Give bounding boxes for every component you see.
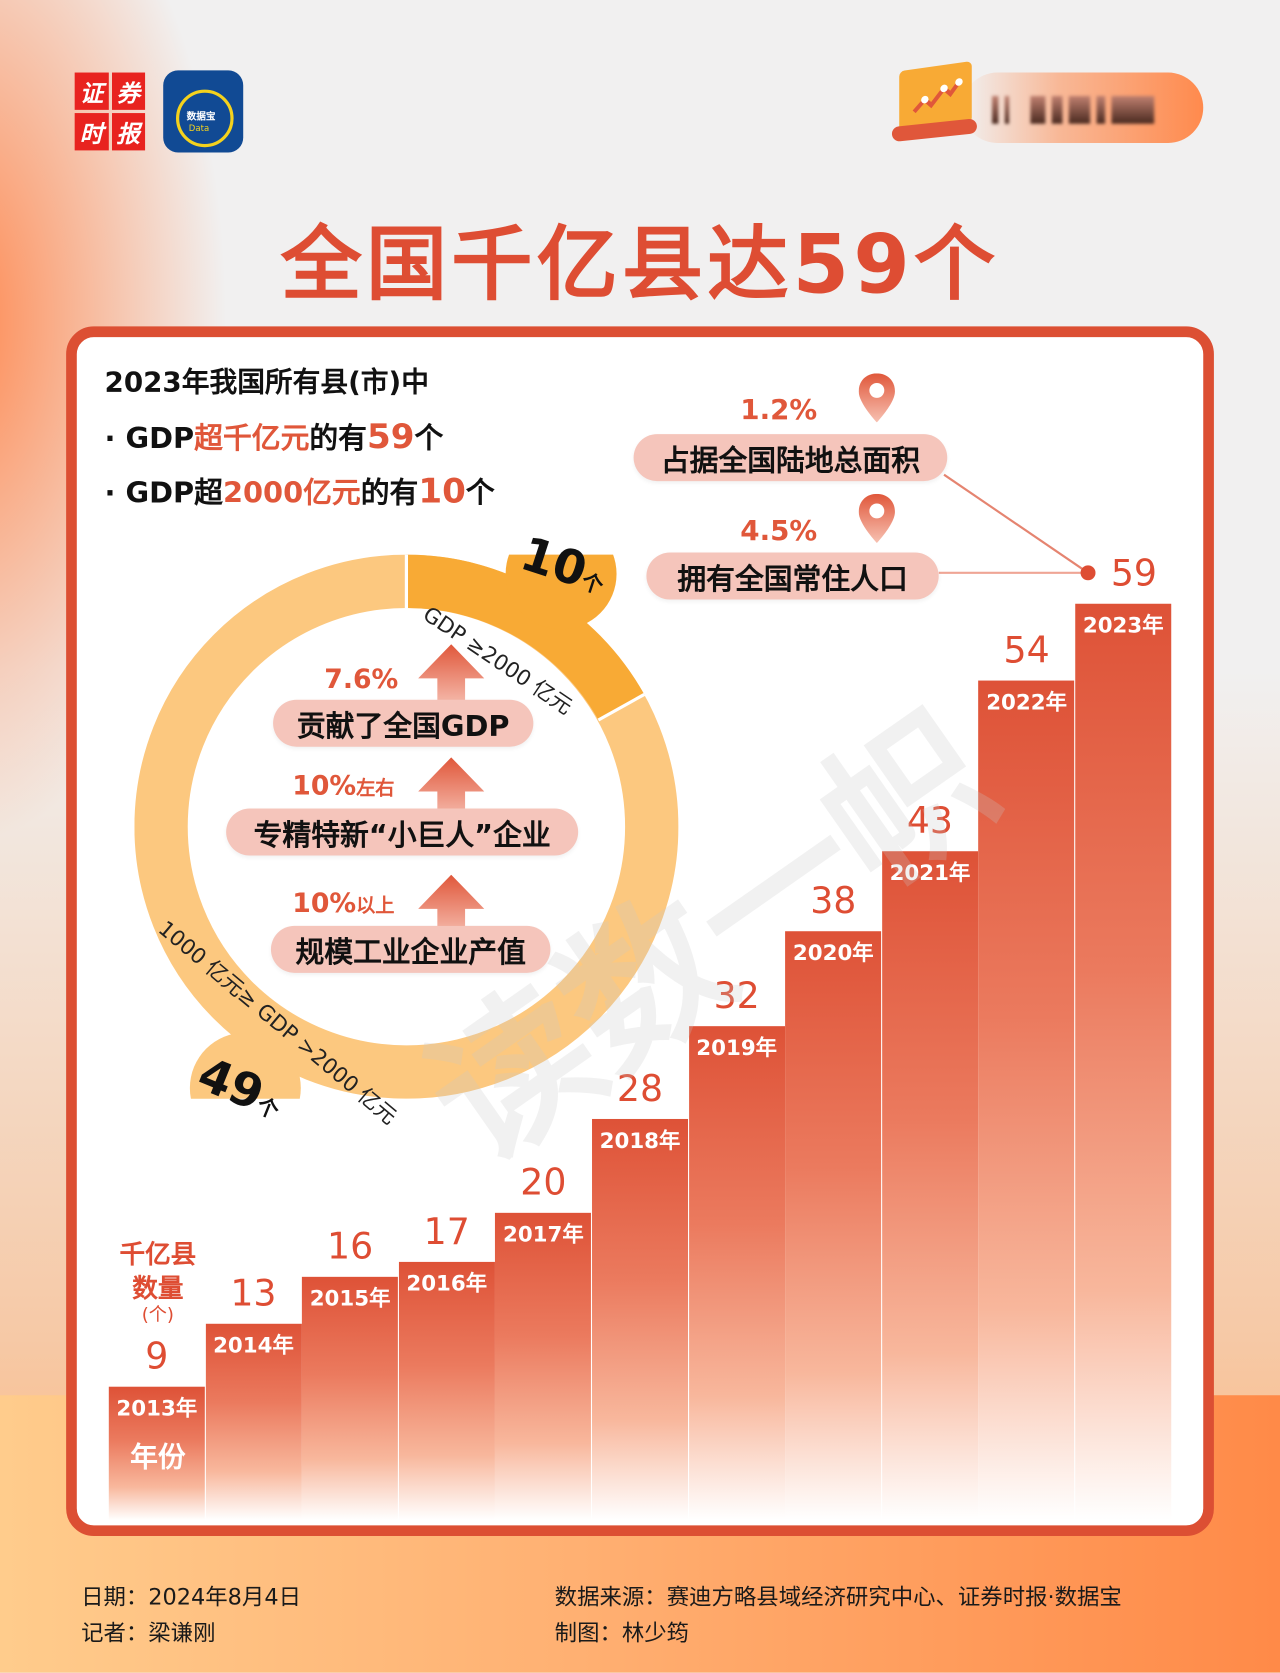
stat-pct-gdp: 7.6% — [324, 663, 399, 695]
bar-year-label: 2013年 — [116, 1395, 198, 1421]
bar-2013年: 2013年 — [108, 1386, 205, 1521]
data-source: 数据来源：赛迪方略县域经济研究中心、证券时报·数据宝 — [554, 1584, 1122, 1610]
donut-segment-large — [406, 554, 645, 721]
bar-value-label: 38 — [810, 880, 857, 923]
intro-heading: 2023年我国所有县(市)中 — [104, 366, 429, 399]
bar-2023年: 2023年 — [1075, 603, 1172, 1521]
bar-value-label: 59 — [1110, 552, 1157, 596]
logo-char: 券 — [111, 72, 146, 110]
bar-2016年: 2016年 — [398, 1261, 495, 1521]
footer-right: 数据来源：赛迪方略县域经济研究中心、证券时报·数据宝 制图：林少筠 — [555, 1579, 1122, 1652]
date: 日期：2024年8月4日 — [81, 1584, 301, 1610]
securities-times-logo: 证 券 时 报 — [74, 72, 146, 151]
bar-value-label: 43 — [906, 800, 954, 843]
bar-year-label: 2022年 — [986, 689, 1067, 715]
location-pin-icon — [858, 373, 895, 423]
bar-2017年: 2017年 — [495, 1212, 592, 1521]
bar-year-label: 2014年 — [213, 1332, 294, 1358]
bar-year-label: 2021年 — [889, 859, 971, 886]
stat-pct-little-giants: 10%左右 — [292, 770, 395, 802]
bar-value-label: 9 — [145, 1335, 169, 1379]
bar-2019年: 2019年 — [688, 1026, 785, 1521]
logo-char: 证 — [74, 72, 109, 110]
bar-year-label: 2020年 — [792, 939, 874, 966]
reporter: 记者：梁谦刚 — [81, 1620, 216, 1646]
bar-value-label: 20 — [520, 1161, 567, 1205]
stat-pct-area: 1.2% — [740, 394, 818, 427]
arrow-up-icon — [418, 757, 485, 835]
bar-year-label: 2019年 — [696, 1034, 778, 1061]
logo-char: 时 — [74, 113, 109, 151]
intro-bullet-2: · GDP超2000亿元的有10个 — [104, 470, 495, 511]
y-axis-label: 千亿县 数量 (个) — [119, 1239, 197, 1326]
bar-2021年: 2021年 — [881, 851, 978, 1521]
bar-value-label: 13 — [230, 1272, 277, 1316]
connector-lines — [938, 473, 1096, 581]
page-title: 全国千亿县达59个 — [280, 216, 1000, 312]
stat-pct-population: 4.5% — [740, 515, 818, 548]
bar-2018年: 2018年 — [592, 1118, 689, 1521]
bar-value-label: 16 — [326, 1225, 374, 1269]
x-axis-label: 年份 — [130, 1442, 186, 1475]
footer-left: 日期：2024年8月4日 记者：梁谦刚 — [81, 1579, 301, 1652]
stat-label-industrial: 规模工业企业产值 — [270, 925, 551, 973]
bar-value-label: 28 — [616, 1067, 664, 1111]
arrow-up-icon — [418, 644, 485, 722]
stat-label-little-giants: 专精特新“小巨人”企业 — [226, 808, 579, 856]
location-pin-icon — [858, 493, 895, 543]
stat-label-area: 占据全国陆地总面积 — [633, 434, 948, 482]
bar-year-label: 2023年 — [1082, 612, 1164, 638]
data-bao-logo: 数据宝 Data — [163, 70, 244, 153]
money-bag-icon — [176, 89, 234, 148]
blurred-column-name — [992, 94, 1184, 126]
donut-chart — [134, 554, 679, 1099]
logo-char: 报 — [111, 113, 146, 151]
arrow-up-icon — [418, 874, 485, 952]
bar-2022年: 2022年 — [978, 680, 1075, 1521]
stat-label-gdp: 贡献了全国GDP — [273, 699, 534, 747]
trend-chart-icon — [899, 61, 972, 134]
bar-value-label: 54 — [1003, 629, 1050, 673]
logo-text: 数据宝 — [186, 112, 216, 123]
intro-bullet-1: · GDP超千亿元的有59个 — [104, 416, 444, 457]
stat-pct-industrial: 10%以上 — [292, 887, 395, 919]
bar-year-label: 2015年 — [309, 1285, 391, 1311]
designer: 制图：林少筠 — [554, 1620, 690, 1646]
logo-subtext: Data — [188, 123, 210, 134]
bar-value-label: 32 — [713, 974, 760, 1018]
count-bubble-10 — [505, 554, 617, 630]
count-bubble-49 — [189, 1032, 301, 1099]
bar-2015年: 2015年 — [302, 1276, 399, 1521]
bar-year-label: 2018年 — [599, 1127, 681, 1154]
bar-2014年: 2014年 — [205, 1323, 302, 1521]
intro-text: 2023年我国所有县(市)中 · GDP超千亿元的有59个 · GDP超2000… — [105, 361, 495, 524]
bar-year-label: 2016年 — [406, 1270, 488, 1297]
bar-value-label: 17 — [423, 1210, 470, 1254]
bar-year-label: 2017年 — [502, 1221, 584, 1247]
stat-label-population: 拥有全国常住人口 — [646, 552, 939, 600]
bar-2020年: 2020年 — [785, 931, 882, 1521]
